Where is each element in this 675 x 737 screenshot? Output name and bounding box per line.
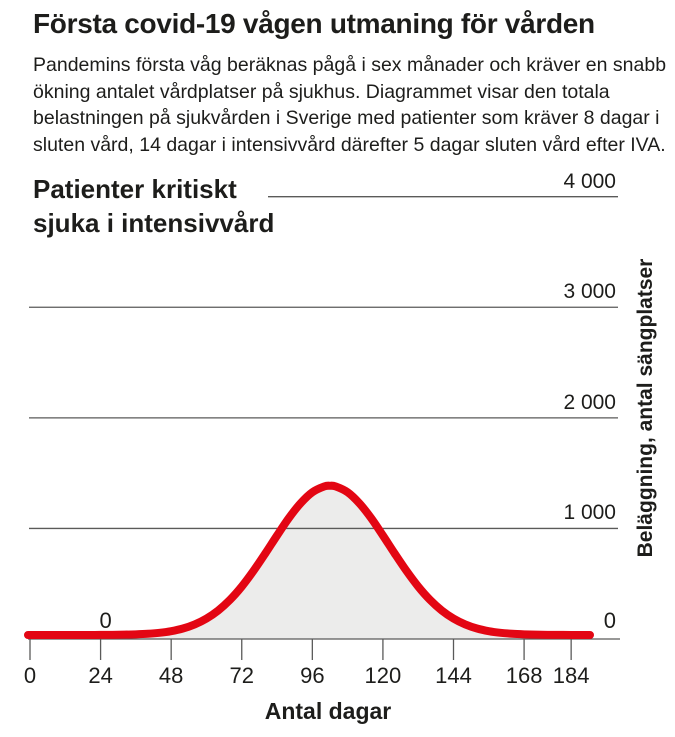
x-axis-tick-label: 48	[158, 663, 184, 688]
y-axis-tick-label: 1 000	[563, 501, 616, 525]
y-axis-tick-label: 3 000	[563, 280, 616, 304]
x-axis-tick-label: 24	[88, 663, 113, 688]
article-title: Första covid-19 vågen utmaning för vårde…	[33, 8, 595, 39]
x-axis-tick-label: 72	[229, 663, 254, 688]
article-intro: Pandemins första våg beräknas pågå i sex…	[33, 54, 667, 156]
chart-title: Patienter kritiskt sjuka i intensivvård	[33, 174, 275, 238]
x-axis-tick-label: 184	[552, 663, 590, 688]
x-axis-title: Antal dagar	[264, 698, 392, 724]
curve-zero-annotation: 0	[99, 608, 112, 633]
series-curve	[24, 481, 594, 640]
y-axis-title: Beläggning, antal sängplatser	[634, 258, 657, 558]
x-axis-tick-label: 120	[364, 663, 402, 688]
area-fill	[28, 485, 590, 639]
y-axis-tick-label: 4 000	[563, 169, 616, 193]
x-axis-tick-label: 168	[505, 663, 543, 688]
curve-zero-annotation: 0	[603, 608, 616, 633]
x-axis-tick-label: 96	[300, 663, 325, 688]
x-axis-tick-label: 0	[23, 663, 37, 688]
y-axis-tick-label: 2 000	[563, 390, 616, 414]
x-axis-tick-label: 144	[435, 663, 472, 688]
